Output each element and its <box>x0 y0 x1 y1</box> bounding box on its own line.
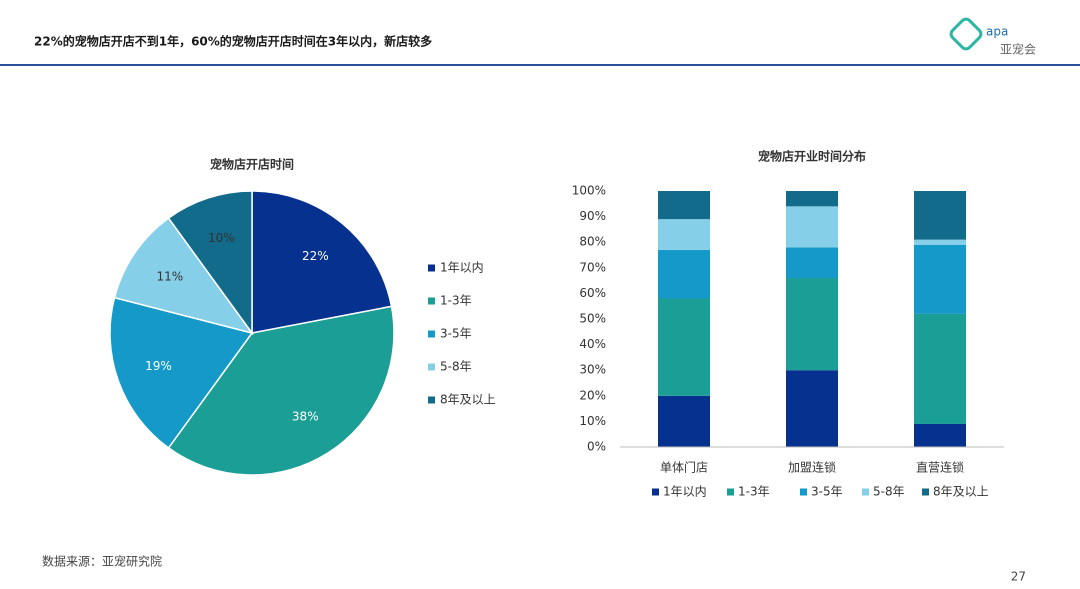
legend-swatch <box>428 330 435 338</box>
legend-label: 8年及以上 <box>440 393 496 407</box>
legend-label: 1年以内 <box>663 485 707 499</box>
bar-segment <box>786 278 838 371</box>
y-tick-label: 60% <box>579 286 606 300</box>
x-tick-label: 加盟连锁 <box>788 460 836 475</box>
bar-segment <box>786 247 838 279</box>
page-number: 27 <box>1011 570 1026 584</box>
bar-segment <box>786 191 838 207</box>
bar-segment <box>658 191 710 220</box>
data-label: 19% <box>145 359 172 373</box>
data-label: 38% <box>292 409 319 423</box>
bar-segment <box>914 239 966 245</box>
slide-title: 22%的宠物店开店不到1年，60%的宠物店开店时间在3年以内，新店较多 <box>34 34 432 49</box>
y-tick-label: 80% <box>579 235 606 249</box>
y-tick-label: 70% <box>579 260 606 274</box>
legend-label: 1-3年 <box>738 485 770 499</box>
data-label: 22% <box>302 249 329 263</box>
legend-swatch <box>922 488 929 496</box>
y-tick-label: 10% <box>579 414 606 428</box>
legend-label: 3-5年 <box>811 485 843 499</box>
y-tick-label: 90% <box>579 209 606 223</box>
pie-slice <box>251 190 393 334</box>
bar-segment <box>914 191 966 240</box>
bar-segment <box>786 370 838 447</box>
y-tick-label: 100% <box>572 184 606 198</box>
legend-label: 5-8年 <box>873 485 905 499</box>
legend-label: 1-3年 <box>440 294 472 308</box>
logo-icon <box>949 17 983 51</box>
bar-segment <box>658 219 710 250</box>
bar-segment <box>914 313 966 424</box>
pie-slice <box>167 190 253 336</box>
legend-label: 5-8年 <box>440 360 472 374</box>
logo-subtext: 亚宠会 <box>1000 42 1036 57</box>
data-label: 10% <box>208 231 235 245</box>
x-tick-label: 单体门店 <box>660 460 708 475</box>
data-label: 11% <box>156 270 183 284</box>
bar-segment <box>914 244 966 314</box>
bar-segment <box>658 395 710 447</box>
legend-label: 8年及以上 <box>933 485 989 499</box>
bar-segment <box>914 423 966 447</box>
pie-slice <box>113 217 254 335</box>
legend-label: 1年以内 <box>440 261 484 275</box>
legend-swatch <box>800 488 807 496</box>
y-tick-label: 40% <box>579 337 606 351</box>
y-tick-label: 0% <box>587 440 606 454</box>
y-tick-label: 30% <box>579 363 606 377</box>
chart-title: 宠物店开店时间 <box>210 157 294 172</box>
legend-swatch <box>428 297 435 305</box>
legend-swatch <box>652 488 659 496</box>
legend-swatch <box>428 363 435 371</box>
pie-slice <box>167 305 395 476</box>
chart-title: 宠物店开业时间分布 <box>758 149 866 164</box>
legend-swatch <box>862 488 869 496</box>
y-tick-label: 20% <box>579 388 606 402</box>
pie-slice <box>109 296 254 449</box>
bar-segment <box>786 206 838 248</box>
source-note: 数据来源：亚宠研究院 <box>42 554 162 569</box>
legend-label: 3-5年 <box>440 327 472 341</box>
logo: apa 亚宠会 <box>949 17 1036 57</box>
y-tick-label: 50% <box>579 312 606 326</box>
legend-swatch <box>727 488 734 496</box>
bar-segment <box>658 298 710 396</box>
bar-segment <box>658 249 710 299</box>
logo-text: apa <box>986 25 1008 39</box>
legend-swatch <box>428 264 435 272</box>
x-tick-label: 直营连锁 <box>916 460 964 475</box>
legend-swatch <box>428 396 435 404</box>
